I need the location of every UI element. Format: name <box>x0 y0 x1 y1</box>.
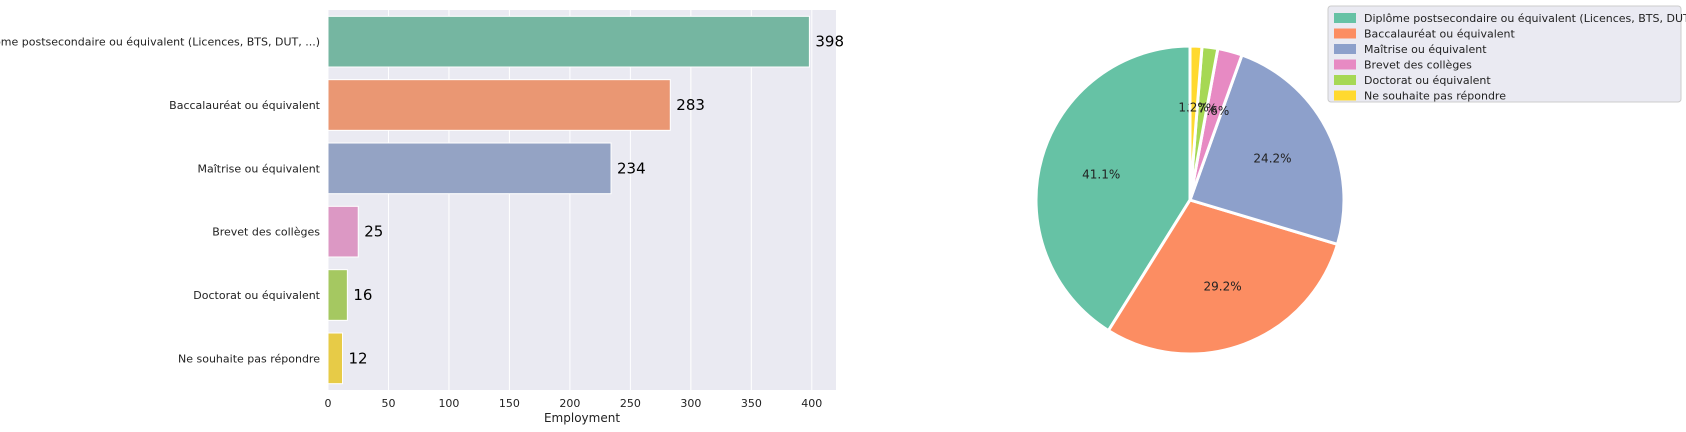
bar-value-label: 16 <box>353 286 372 304</box>
bar-value-label: 283 <box>676 96 705 114</box>
legend-label: Baccalauréat ou équivalent <box>1364 28 1516 41</box>
bar-value-label: 234 <box>617 159 646 177</box>
bar <box>327 332 344 385</box>
x-axis-title: Employment <box>544 411 620 425</box>
legend-swatch <box>1334 75 1356 85</box>
legend-box <box>1327 5 1682 103</box>
category-label: Baccalauréat ou équivalent <box>169 99 321 112</box>
bar <box>327 79 671 131</box>
bar <box>327 205 359 258</box>
legend-swatch <box>1334 44 1356 54</box>
pie-slice <box>1188 44 1204 202</box>
category-label: Ne souhaite pas répondre <box>178 352 320 365</box>
legend-label: Diplôme postsecondaire ou équivalent (Li… <box>1364 12 1686 25</box>
x-tick-label: 0 <box>325 397 332 410</box>
pie-percent-label: 1.2% <box>1178 101 1209 115</box>
category-label: Maîtrise ou équivalent <box>197 162 320 175</box>
x-tick-label: 100 <box>438 397 459 410</box>
bar-chart: 0 50 100 150 200 250 300 350 400 Diplôme postseco… <box>0 10 844 425</box>
x-tick-label: 200 <box>559 397 580 410</box>
pie-legend: Diplôme postsecondaire ou équivalent (Li… <box>1327 5 1686 103</box>
legend-label: Ne souhaite pas répondre <box>1364 90 1506 103</box>
category-label: Doctorat ou équivalent <box>193 289 320 302</box>
x-tick-label: 150 <box>499 397 520 410</box>
legend-swatch <box>1334 90 1356 101</box>
bar <box>327 15 810 68</box>
x-tick-label: 400 <box>801 397 822 410</box>
legend-label: Maîtrise ou équivalent <box>1364 43 1487 56</box>
legend-swatch <box>1334 13 1356 23</box>
legend-swatch <box>1334 59 1356 70</box>
pie-percent-label: 41.1% <box>1082 168 1120 182</box>
category-label: Diplôme postsecondaire ou équivalent (Li… <box>0 36 320 49</box>
category-label: Brevet des collèges <box>212 226 320 239</box>
x-tick-label: 350 <box>741 397 762 410</box>
bar <box>327 142 612 195</box>
legend-swatch <box>1334 28 1356 39</box>
bar-value-label: 25 <box>364 223 383 241</box>
pie-slice <box>1106 198 1339 356</box>
pie-slice <box>1188 53 1346 246</box>
pie-chart: 41.1%29.2%24.2%2.6%1.7%1.2% <box>1034 44 1346 356</box>
x-tick-label: 250 <box>620 397 641 410</box>
legend-label: Doctorat ou équivalent <box>1364 74 1491 87</box>
bar-value-label: 398 <box>815 33 844 51</box>
bar <box>327 269 348 321</box>
bar-value-label: 12 <box>349 349 368 367</box>
pie-percent-label: 24.2% <box>1253 151 1291 165</box>
x-tick-label: 300 <box>680 397 701 410</box>
legend-label: Brevet des collèges <box>1364 59 1472 72</box>
pie-percent-label: 29.2% <box>1204 279 1242 293</box>
x-tick-label: 50 <box>381 397 395 410</box>
